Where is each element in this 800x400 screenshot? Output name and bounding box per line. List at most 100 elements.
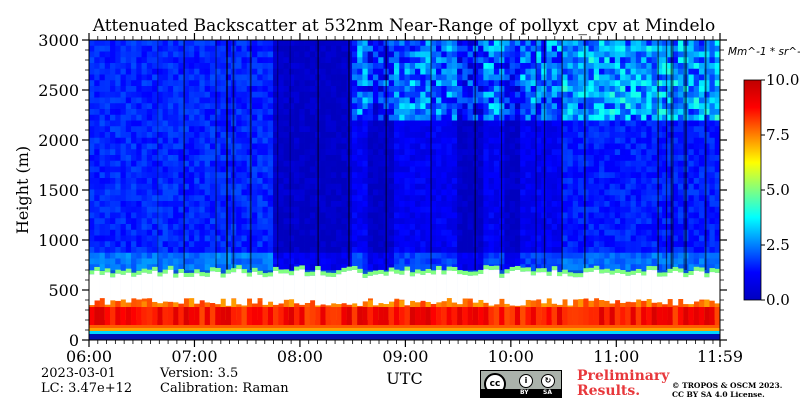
backscatter-cell — [120, 40, 127, 47]
backscatter-cell — [241, 264, 248, 271]
backscatter-cell — [167, 206, 174, 213]
backscatter-cell — [199, 224, 205, 231]
backscatter-cell — [430, 80, 437, 87]
backscatter-cell — [89, 143, 95, 150]
backscatter-cell — [341, 143, 347, 150]
backscatter-cell — [420, 189, 426, 196]
backscatter-cell — [104, 160, 111, 167]
backscatter-cell — [604, 91, 610, 98]
backscatter-cell — [593, 57, 600, 64]
backscatter-cell — [709, 120, 716, 127]
backscatter-cell — [709, 264, 716, 271]
backscatter-cell — [567, 109, 574, 116]
backscatter-cell — [446, 103, 453, 110]
backscatter-cell — [115, 235, 121, 242]
backscatter-cell — [593, 97, 600, 104]
backscatter-cell — [436, 80, 442, 87]
backscatter-cell — [309, 195, 316, 202]
backscatter-cell — [562, 160, 568, 167]
backscatter-cell — [635, 229, 642, 236]
backscatter-cell — [199, 218, 205, 225]
backscatter-cell — [520, 114, 526, 121]
backscatter-cell — [467, 126, 474, 133]
backscatter-cell — [651, 224, 658, 231]
backscatter-cell — [546, 114, 553, 121]
backscatter-cell — [625, 132, 631, 139]
backscatter-cell — [252, 195, 258, 202]
backscatter-cell — [136, 224, 142, 231]
backscatter-cell — [320, 229, 326, 236]
backscatter-cell — [220, 258, 227, 265]
backscatter-cell — [588, 143, 595, 150]
backscatter-cell — [556, 103, 563, 110]
backscatter-cell — [677, 235, 684, 242]
backscatter-cell — [225, 241, 232, 248]
backscatter-cell — [483, 40, 489, 47]
backscatter-cell — [362, 212, 368, 219]
backscatter-cell — [262, 264, 269, 271]
backscatter-cell — [225, 120, 232, 127]
backscatter-cell — [372, 241, 379, 248]
backscatter-cell — [89, 149, 95, 156]
backscatter-cell — [399, 224, 405, 231]
backscatter-cell — [525, 229, 531, 236]
backscatter-cell — [546, 160, 553, 167]
backscatter-cell — [436, 74, 442, 81]
backscatter-cell — [157, 247, 163, 254]
backscatter-cell — [651, 40, 658, 47]
backscatter-cell — [436, 45, 442, 52]
backscatter-cell — [367, 183, 374, 190]
backscatter-cell — [94, 160, 100, 167]
backscatter-cell — [677, 132, 684, 139]
backscatter-cell — [415, 172, 421, 179]
backscatter-cell — [578, 97, 584, 104]
backscatter-cell — [430, 126, 437, 133]
backscatter-cell — [288, 172, 295, 179]
backscatter-cell — [420, 172, 426, 179]
signal-gap-stripe — [348, 40, 350, 270]
backscatter-cell — [188, 68, 195, 75]
backscatter-cell — [415, 68, 421, 75]
backscatter-cell — [588, 103, 595, 110]
backscatter-cell — [257, 51, 263, 58]
backscatter-cell — [325, 132, 332, 139]
backscatter-cell — [89, 137, 95, 144]
backscatter-cell — [599, 195, 605, 202]
backscatter-cell — [709, 40, 716, 47]
backscatter-cell — [399, 235, 405, 242]
backscatter-cell — [672, 258, 679, 265]
backscatter-cell — [409, 103, 416, 110]
backscatter-cell — [357, 143, 363, 150]
backscatter-cell — [294, 91, 300, 98]
backscatter-cell — [656, 172, 663, 179]
backscatter-cell — [609, 229, 616, 236]
backscatter-cell — [183, 80, 190, 87]
backscatter-cell — [215, 241, 221, 248]
backscatter-cell — [646, 57, 652, 64]
backscatter-cell — [693, 252, 700, 259]
backscatter-cell — [120, 91, 127, 98]
backscatter-cell — [136, 172, 142, 179]
backscatter-cell — [99, 258, 106, 265]
backscatter-cell — [404, 206, 411, 213]
backscatter-cell — [530, 212, 537, 219]
backscatter-cell — [367, 40, 374, 47]
backscatter-cell — [146, 103, 153, 110]
backscatter-cell — [120, 252, 127, 259]
backscatter-cell — [672, 51, 679, 58]
backscatter-cell — [520, 235, 526, 242]
backscatter-cell — [535, 247, 542, 254]
backscatter-cell — [641, 201, 647, 208]
backscatter-cell — [262, 195, 269, 202]
backscatter-cell — [578, 241, 584, 248]
backscatter-cell — [199, 109, 205, 116]
backscatter-cell — [267, 206, 274, 213]
aerosol-texture-cell — [330, 307, 337, 325]
backscatter-cell — [388, 63, 395, 70]
backscatter-cell — [483, 218, 489, 225]
backscatter-cell — [367, 63, 374, 70]
backscatter-cell — [404, 86, 411, 93]
backscatter-cell — [283, 40, 290, 47]
backscatter-cell — [415, 241, 421, 248]
backscatter-cell — [656, 178, 663, 185]
